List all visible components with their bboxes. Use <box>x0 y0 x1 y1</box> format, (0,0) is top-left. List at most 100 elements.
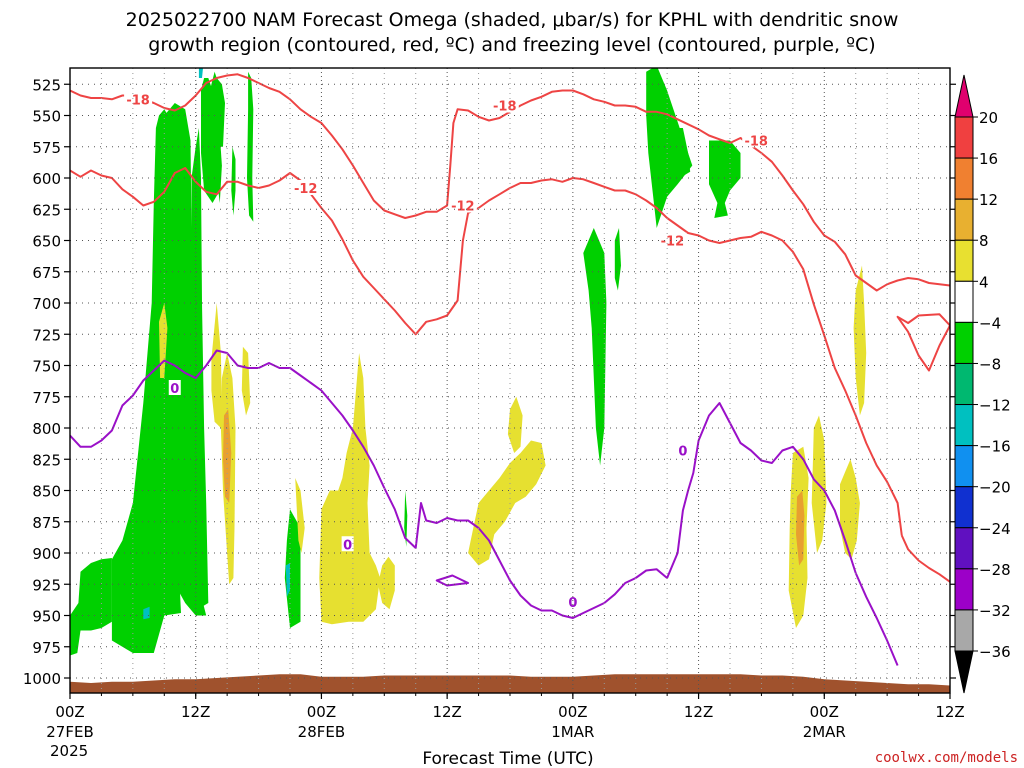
y-tick-label-20: 1000 <box>23 670 61 688</box>
omega-green-region-12 <box>583 228 607 466</box>
colorbar-box-6 <box>954 321 974 364</box>
omega-green-region-15 <box>675 128 691 178</box>
y-tick-label-10: 750 <box>32 358 61 376</box>
colorbar-label-8: −12 <box>979 397 1011 415</box>
y-tick-label-19: 975 <box>32 639 61 657</box>
freezing-level-contour <box>70 349 899 666</box>
contour-label-9: 0 <box>568 596 577 611</box>
y-tick-label-18: 950 <box>32 608 61 626</box>
x-tick-date-7: 2MAR <box>803 723 846 741</box>
contour-label-7: 0 <box>170 382 179 397</box>
axes: 525 550 575 600 625 650 675 700 725 750 775 800 825 8… <box>23 67 965 741</box>
colorbar-box-4 <box>954 239 974 282</box>
omega-yellow-region-12 <box>840 459 860 560</box>
contour-label-bg-5 <box>448 197 477 213</box>
omega-yellow-region-8 <box>468 440 546 566</box>
contour-label-bg-2 <box>490 97 519 113</box>
colorbar-label-14: −36 <box>979 643 1011 661</box>
colorbar-box-9 <box>954 445 974 488</box>
contour-label-bg-10 <box>676 442 689 458</box>
x-tick-label-7: 00Z <box>810 703 839 721</box>
omega-green-region-1 <box>70 558 112 656</box>
contour-label-bg-4 <box>291 180 320 195</box>
colorbar-box-2 <box>954 157 974 200</box>
y-tick-label-1: 525 <box>32 76 61 94</box>
omega-green-region-17 <box>216 78 225 147</box>
colorbar-label-3: 12 <box>979 191 998 209</box>
colorbar-box-11 <box>954 527 974 570</box>
y-tick-label-13: 825 <box>32 451 61 469</box>
dgz-minus18-contour <box>70 73 950 292</box>
colorbar-label-13: −32 <box>979 602 1011 620</box>
omega-green-region-13 <box>614 228 621 291</box>
x-tick-label-8: 12Z <box>935 703 964 721</box>
colorbar-box-10 <box>954 486 974 529</box>
chart-title-line-1: 2025022700 NAM Forecast Omega (shaded, μ… <box>126 9 899 31</box>
x-tick-label-2: 12Z <box>181 703 210 721</box>
colorbar-box-8 <box>954 404 974 447</box>
y-tick-label-12: 800 <box>32 420 61 438</box>
contour-label-8: 0 <box>343 538 352 553</box>
x-tick-label-5: 00Z <box>558 703 587 721</box>
colorbar-bottom-arrow <box>954 650 974 694</box>
colorbar: 20 16 12 8 4 −4 −8 −12 −16 −20 −24 −28 −32 −36 <box>954 74 1011 694</box>
x-tick-date-1: 27FEB <box>46 723 93 741</box>
omega-green-region-10 <box>284 509 301 628</box>
contour-label-bg-6 <box>658 232 687 248</box>
y-tick-label-15: 875 <box>32 514 61 532</box>
y-tick-label-9: 725 <box>32 326 61 344</box>
contour-label-4: -12 <box>294 182 318 197</box>
omega-green-region-11 <box>404 490 408 547</box>
freezing-level-loop <box>435 574 470 587</box>
omega-orange-region-2 <box>796 490 805 566</box>
colorbar-label-11: −24 <box>979 520 1011 538</box>
x-axis-label: Forecast Time (UTC) <box>422 749 593 768</box>
y-tick-label-6: 650 <box>32 233 61 251</box>
contour-label-10: 0 <box>678 445 687 460</box>
dgz-minus12-contour <box>70 167 903 536</box>
x-tick-date-3: 28FEB <box>298 723 345 741</box>
plot-area: -18 -18 -18 -12 -12 -12 0 0 0 0 <box>70 68 950 693</box>
contour-label-bg-7 <box>168 380 181 395</box>
y-tick-label-4: 600 <box>32 170 61 188</box>
dgz-minus12-contour-lower <box>900 535 950 584</box>
x-tick-label-4: 12Z <box>432 703 461 721</box>
y-tick-label-17: 925 <box>32 576 61 594</box>
y-tick-label-7: 675 <box>32 264 61 282</box>
year-label: 2025 <box>50 742 88 760</box>
omega-yellow-region-7 <box>378 556 395 610</box>
omega-yellow-region-6 <box>319 353 381 625</box>
omega-orange-region-1 <box>223 409 232 503</box>
omega-cyan-region-1 <box>285 563 290 597</box>
contour-label-bg-3 <box>742 132 771 148</box>
y-tick-label-5: 625 <box>32 201 61 219</box>
omega-green-region-2 <box>111 109 181 654</box>
contour-label-5: -12 <box>451 200 475 215</box>
plot-inner: -18 -18 -18 -12 -12 -12 0 0 0 0 <box>70 68 950 693</box>
contour-label-bg-8 <box>341 536 354 552</box>
y-tick-label-14: 850 <box>32 483 61 501</box>
contour-label-1: -18 <box>126 93 150 108</box>
colorbar-box-1 <box>954 116 974 159</box>
omega-cyan-region-2 <box>143 606 150 620</box>
omega-yellow-region-4 <box>241 346 251 416</box>
colorbar-box-5 <box>954 280 974 323</box>
colorbar-box-13 <box>954 609 974 652</box>
x-tick-label-3: 00Z <box>307 703 336 721</box>
credit-label: coolwx.com/models <box>875 750 1018 766</box>
colorbar-label-1: 20 <box>979 109 998 127</box>
colorbar-label-9: −16 <box>979 438 1011 456</box>
y-tick-label-2: 550 <box>32 108 61 126</box>
omega-green-region-14 <box>646 68 693 228</box>
x-tick-date-5: 1MAR <box>551 723 594 741</box>
x-tick-label-1: 00Z <box>55 703 84 721</box>
colorbar-box-7 <box>954 362 974 406</box>
contour-label-2: -18 <box>493 100 517 115</box>
contour-label-3: -18 <box>744 135 768 150</box>
colorbar-label-7: −8 <box>979 355 1001 373</box>
contour-label-6: -12 <box>661 235 685 250</box>
colorbar-label-10: −20 <box>979 479 1011 497</box>
contour-label-bg-1 <box>124 91 153 107</box>
colorbar-box-12 <box>954 568 974 611</box>
